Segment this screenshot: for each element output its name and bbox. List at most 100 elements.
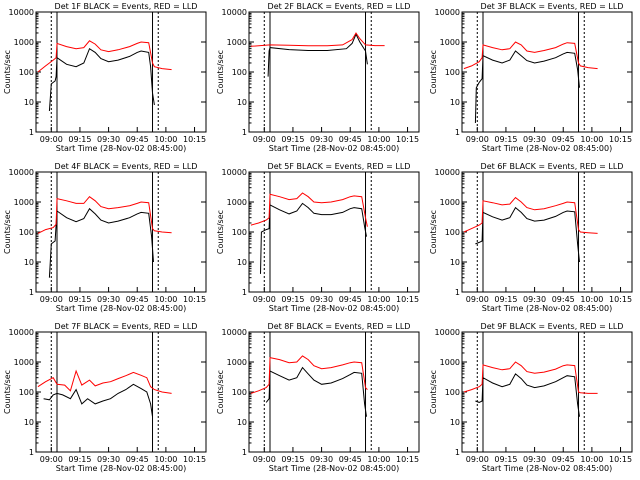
x-axis-label: Start Time (28-Nov-02 08:45:00) [56,304,186,313]
panel-title: Det 2F BLACK = Events, RED = LLD [268,2,411,11]
plot-frame [248,171,420,293]
series-red-line [463,41,598,70]
panel-2: Det 2F BLACK = Events, RED = LLD 1 10 100 10… [216,2,420,153]
y-tick-label: 10 [24,258,34,267]
series-red-line [250,32,385,47]
y-tick-label: 1 [29,128,34,137]
x-tick-label: 09:00 [40,295,63,304]
y-tick-label: 10 [450,98,460,107]
x-tick-label: 09:30 [310,135,333,144]
x-tick-label: 09:00 [466,455,489,464]
y-tick-label: 1 [455,288,460,297]
x-axis-label: Start Time (28-Nov-02 08:45:00) [56,144,186,153]
x-tick-label: 09:15 [494,295,517,304]
series-black-line [43,383,153,417]
y-tick-label: 100 [19,228,34,237]
y-axis-label: Counts/sec [3,210,12,254]
x-tick-label: 10:15 [609,455,632,464]
y-tick-label: 10000 [435,328,460,337]
panel-1: Det 1F BLACK = Events, RED = LLD 1 10 100 10… [3,2,207,153]
x-tick-label: 10:00 [580,455,603,464]
x-tick-label: 10:15 [183,135,206,144]
x-tick-label: 09:15 [68,455,91,464]
series-red-line [250,192,368,227]
x-tick-label: 09:15 [494,455,517,464]
y-tick-label: 100 [19,68,34,77]
x-tick-label: 10:15 [609,135,632,144]
series-red-line [463,196,598,234]
y-tick-label: 100 [232,388,247,397]
plot-frame [248,11,420,133]
y-tick-label: 1000 [14,358,34,367]
y-tick-label: 1000 [227,198,247,207]
series-red-line [250,355,368,394]
x-tick-label: 10:15 [183,295,206,304]
plot-frame [461,11,633,133]
y-tick-label: 100 [445,228,460,237]
y-tick-label: 1000 [227,38,247,47]
x-tick-label: 09:15 [281,135,304,144]
x-tick-label: 10:15 [183,455,206,464]
x-tick-label: 09:15 [281,455,304,464]
x-tick-label: 10:15 [396,455,419,464]
y-tick-label: 10000 [435,8,460,17]
x-tick-label: 09:45 [552,135,575,144]
x-tick-label: 09:45 [126,455,149,464]
panel-5: Det 5F BLACK = Events, RED = LLD 1 10 100 10… [216,162,420,313]
series-black-line [48,207,154,278]
y-tick-label: 100 [445,68,460,77]
series-red-line [37,40,172,73]
panel-9: Det 9F BLACK = Events, RED = LLD 1 10 100 10… [429,322,633,473]
panel-title: Det 4F BLACK = Events, RED = LLD [55,162,198,171]
x-tick-label: 10:00 [367,135,390,144]
y-tick-label: 10000 [435,168,460,177]
x-tick-label: 09:30 [523,135,546,144]
panel-4: Det 4F BLACK = Events, RED = LLD 1 10 100 10… [3,162,207,313]
series-red-line [37,369,172,394]
y-axis-label: Counts/sec [3,50,12,94]
y-tick-label: 1000 [14,38,34,47]
y-tick-label: 1000 [440,358,460,367]
series-red-line [463,361,598,394]
x-tick-label: 09:15 [68,135,91,144]
x-tick-label: 09:45 [339,455,362,464]
panel-title: Det 6F BLACK = Events, RED = LLD [481,162,624,171]
x-tick-label: 09:45 [552,295,575,304]
y-axis-label: Counts/sec [216,370,225,414]
y-tick-label: 10000 [222,8,247,17]
x-tick-label: 09:00 [466,135,489,144]
y-tick-label: 1 [29,448,34,457]
x-axis-label: Start Time (28-Nov-02 08:45:00) [269,144,399,153]
y-axis-label: Counts/sec [216,210,225,254]
y-axis-label: Counts/sec [429,370,438,414]
y-axis-label: Counts/sec [3,370,12,414]
panel-title: Det 3F BLACK = Events, RED = LLD [481,2,624,11]
x-tick-label: 10:00 [580,135,603,144]
x-axis-label: Start Time (28-Nov-02 08:45:00) [482,304,612,313]
panel-3: Det 3F BLACK = Events, RED = LLD 1 10 100 10… [429,2,633,153]
x-tick-label: 09:15 [494,135,517,144]
plot-frame [461,171,633,293]
y-tick-label: 10 [24,418,34,427]
series-black-line [267,33,368,77]
y-tick-label: 100 [232,228,247,237]
panel-8: Det 8F BLACK = Events, RED = LLD 1 10 100 10… [216,322,420,473]
y-tick-label: 1000 [440,38,460,47]
series-black-line [265,366,367,417]
panel-title: Det 9F BLACK = Events, RED = LLD [481,322,624,331]
plot-frame [248,331,420,453]
x-axis-label: Start Time (28-Nov-02 08:45:00) [482,464,612,473]
x-tick-label: 10:00 [154,135,177,144]
panel-title: Det 5F BLACK = Events, RED = LLD [268,162,411,171]
x-tick-label: 09:15 [281,295,304,304]
x-tick-label: 09:30 [97,295,120,304]
y-tick-label: 1 [455,448,460,457]
x-tick-label: 09:00 [40,135,63,144]
x-axis-label: Start Time (28-Nov-02 08:45:00) [482,144,612,153]
x-tick-label: 09:45 [339,295,362,304]
series-black-line [474,50,580,124]
x-tick-label: 10:00 [154,295,177,304]
x-tick-label: 09:45 [552,455,575,464]
series-black-line [260,202,367,274]
y-tick-label: 10 [24,98,34,107]
